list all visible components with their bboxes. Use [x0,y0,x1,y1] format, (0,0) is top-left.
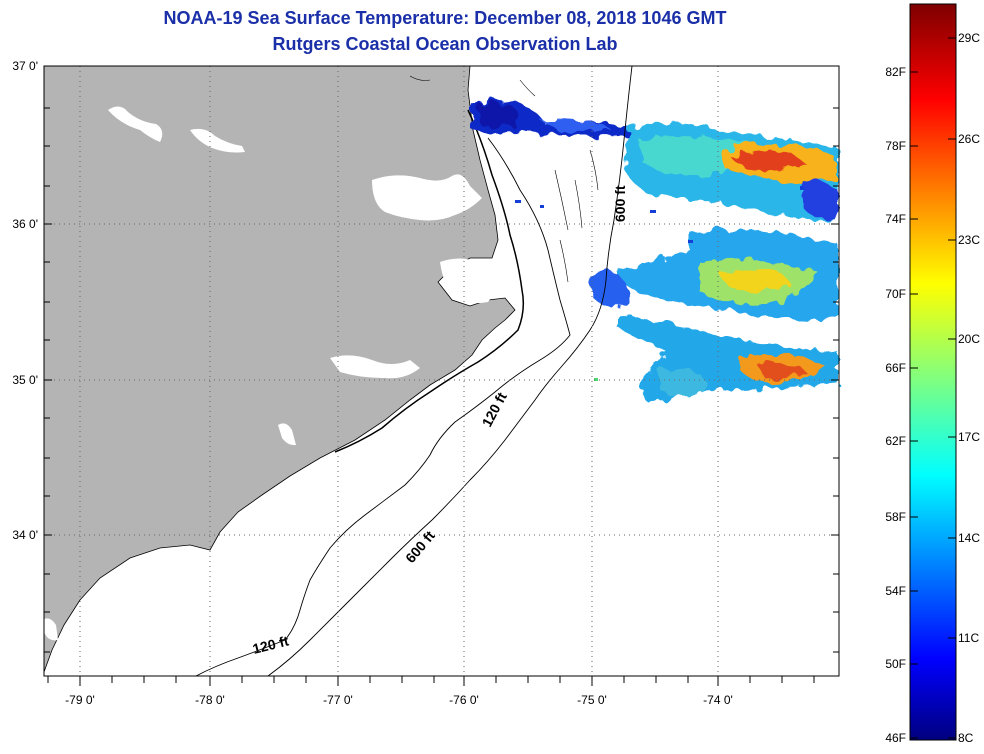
pamlico-sound [440,258,495,304]
river-inlet-2 [190,128,245,153]
lon-label-79: -79 0' [65,693,95,707]
tick-marks [44,107,839,686]
contour-shelf-fragments [409,75,599,283]
lon-label-76: -76 0' [449,693,479,707]
colorbar-label-c: 11C [958,631,979,645]
lat-label-35: 35 0' [12,373,38,387]
sst-specks [515,186,804,381]
sst-map: 37 0' 36 0' 35 0' 34 0' -79 0' -78 0' -7… [12,59,840,707]
graticule [44,66,839,676]
lat-label-37: 37 0' [12,59,38,73]
map-title: NOAA-19 Sea Surface Temperature: Decembe… [163,8,727,28]
land-mass [43,65,516,673]
colorbar-label-c: 29C [958,31,980,45]
barrier-island [334,109,525,453]
colorbar-label-c: 14C [958,531,980,545]
map-frame [43,65,840,677]
albemarle-sound [372,174,482,221]
map-subtitle: Rutgers Coastal Ocean Observation Lab [272,34,618,54]
colorbar-label-c: 26C [958,132,980,146]
lon-label-75: -75 0' [577,693,607,707]
colorbar-label-c: 23C [958,233,980,247]
contour-120ft [195,137,571,677]
colorbar-label-c: 8C [958,731,974,745]
sst-warm-patches [588,122,838,404]
contour-label-600ft-north: 600 ft [612,185,628,222]
contour-600ft [267,65,633,677]
lat-label-36: 36 0' [12,217,38,231]
river-inlet-3 [278,423,296,446]
river-inlet-1 [108,106,163,142]
lon-label-78: -78 0' [195,693,225,707]
colorbar-gradient [909,3,957,741]
lon-label-74: -74 0' [703,693,733,707]
lat-label-34: 34 0' [12,528,38,542]
neuse-river [330,355,420,379]
colorbar-label-c: 17C [958,430,980,444]
lon-label-77: -77 0' [323,693,353,707]
river-inlet-4 [42,618,58,641]
sst-cold-patch [472,100,632,137]
colorbar-label-c: 20C [958,332,980,346]
